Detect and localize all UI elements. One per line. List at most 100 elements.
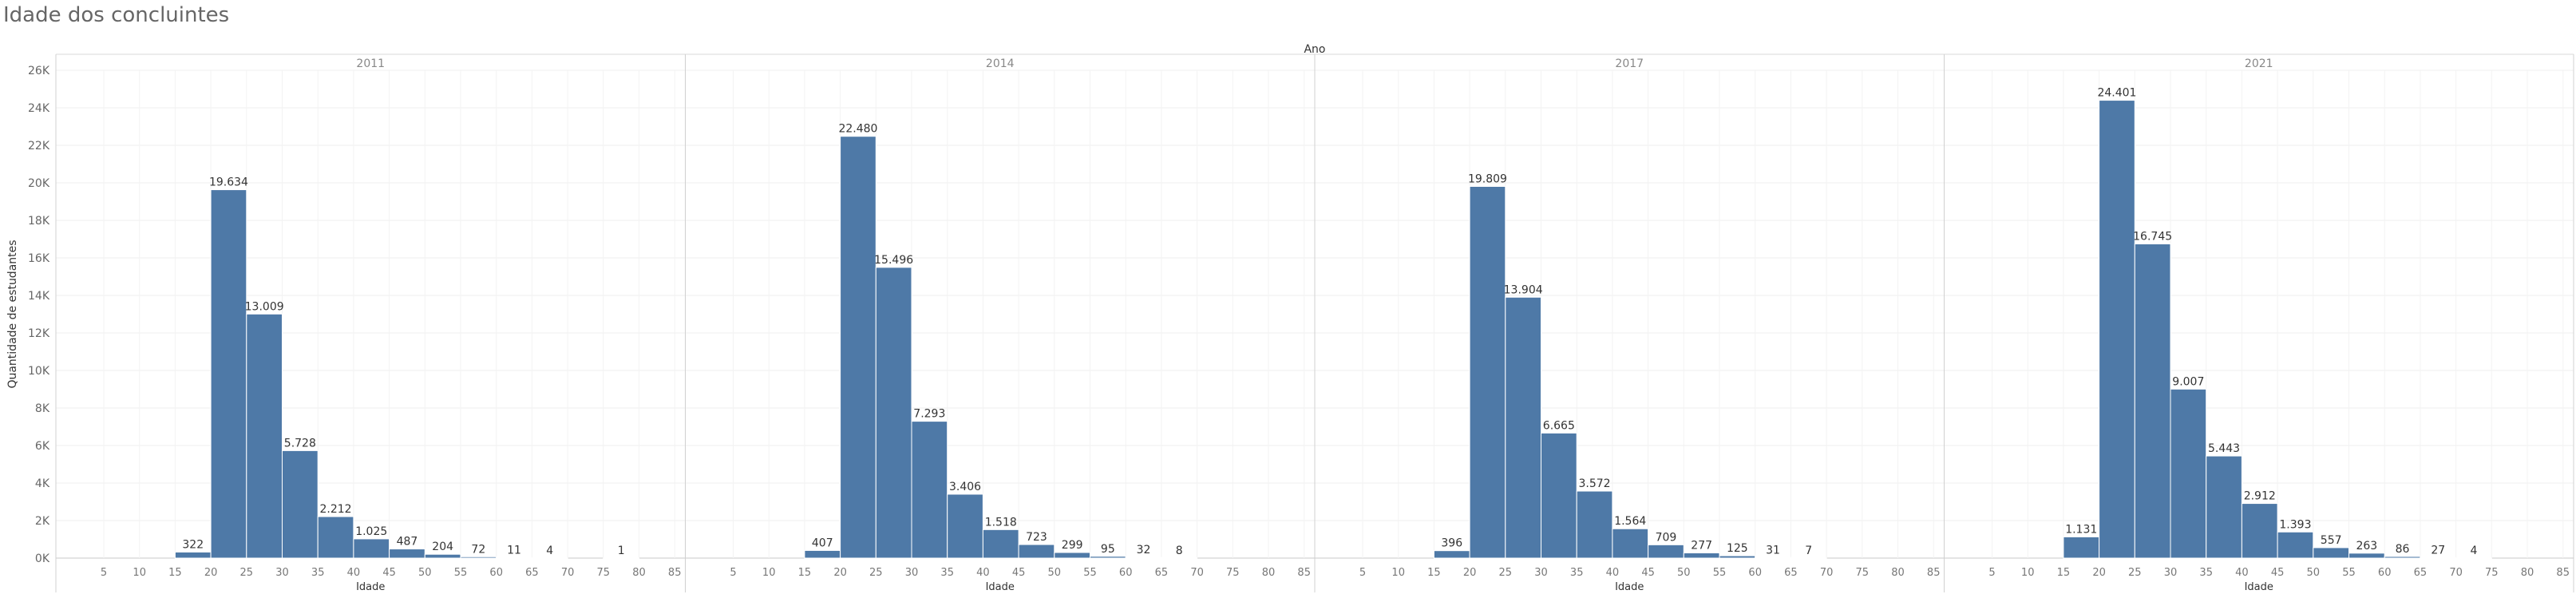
bar-value-label: 125 xyxy=(1727,542,1748,555)
x-tick-label: 10 xyxy=(762,567,776,579)
histogram-bar xyxy=(1541,432,1577,559)
x-tick-label: 15 xyxy=(1427,567,1441,579)
x-tick-label: 50 xyxy=(2307,567,2321,579)
x-tick-label: 40 xyxy=(347,567,361,579)
x-tick-label: 20 xyxy=(1463,567,1477,579)
x-tick-label: 80 xyxy=(1262,567,1276,579)
bar-value-label: 24.401 xyxy=(2097,87,2136,100)
bar-value-label: 4 xyxy=(2470,545,2477,557)
chart-title: Idade dos concluintes xyxy=(3,3,230,27)
x-tick-label: 15 xyxy=(2057,567,2071,579)
bar-value-label: 5.443 xyxy=(2208,442,2240,455)
bar-value-label: 95 xyxy=(1101,543,1115,556)
bar-value-label: 6.665 xyxy=(1543,419,1575,432)
bar-value-label: 2.212 xyxy=(320,503,352,516)
x-tick-label: 65 xyxy=(1784,567,1798,579)
y-tick-label: 8K xyxy=(35,402,50,415)
bar-value-label: 407 xyxy=(812,537,833,549)
x-tick-label: 60 xyxy=(2378,567,2392,579)
panel-year-label: 2011 xyxy=(356,57,385,70)
x-axis-title: Idade xyxy=(986,581,1015,593)
bar-value-label: 22.480 xyxy=(838,123,877,136)
x-tick-label: 25 xyxy=(2128,567,2142,579)
histogram-bar xyxy=(2241,503,2278,559)
x-tick-label: 15 xyxy=(168,567,182,579)
x-tick-label: 55 xyxy=(454,567,468,579)
histogram-bar xyxy=(2099,100,2135,559)
histogram-bar xyxy=(1505,296,1542,559)
bar-value-label: 11 xyxy=(507,545,521,557)
x-tick-label: 30 xyxy=(905,567,919,579)
bar-value-label: 1.518 xyxy=(985,516,1017,529)
x-tick-label: 45 xyxy=(1012,567,1026,579)
x-tick-label: 80 xyxy=(632,567,646,579)
histogram-bar xyxy=(1648,544,1684,559)
histogram-bar xyxy=(1469,185,1506,559)
x-tick-label: 40 xyxy=(976,567,990,579)
bar-value-label: 322 xyxy=(182,538,204,551)
bar-value-label: 31 xyxy=(1766,544,1780,556)
x-tick-label: 10 xyxy=(1391,567,1405,579)
x-tick-label: 80 xyxy=(2521,567,2534,579)
histogram-bar xyxy=(1433,550,1470,559)
histogram-bar xyxy=(317,516,354,559)
x-tick-label: 85 xyxy=(1297,567,1311,579)
bar-value-label: 13.009 xyxy=(245,300,284,313)
histogram-bar xyxy=(875,267,912,559)
bar-value-label: 299 xyxy=(1062,539,1083,552)
bar-value-label: 86 xyxy=(2396,543,2410,556)
y-tick-label: 16K xyxy=(28,252,50,265)
histogram-bar xyxy=(2063,536,2100,559)
bar-value-label: 1.393 xyxy=(2279,518,2311,531)
histogram-bar xyxy=(282,450,319,559)
x-tick-label: 55 xyxy=(1713,567,1727,579)
x-tick-label: 20 xyxy=(833,567,847,579)
y-tick-label: 26K xyxy=(28,65,50,77)
y-tick-label: 0K xyxy=(35,553,50,565)
histogram-bar xyxy=(911,421,948,559)
bar-value-label: 723 xyxy=(1026,531,1047,544)
bar-value-label: 13.904 xyxy=(1504,283,1543,296)
histogram-bar xyxy=(1683,552,1720,559)
x-tick-label: 75 xyxy=(597,567,611,579)
x-tick-label: 25 xyxy=(240,567,254,579)
histogram-bar xyxy=(174,551,212,559)
x-tick-label: 55 xyxy=(1083,567,1097,579)
x-tick-label: 20 xyxy=(2092,567,2106,579)
bar-value-label: 19.634 xyxy=(209,176,248,189)
y-axis-title: Quantidade de estudantes xyxy=(6,240,19,388)
panel-year-label: 2017 xyxy=(1615,57,1644,70)
x-tick-label: 70 xyxy=(1190,567,1204,579)
histogram-bar xyxy=(1054,552,1091,559)
bar-value-label: 72 xyxy=(471,543,485,556)
x-axis-title: Idade xyxy=(1615,581,1644,593)
bar-value-label: 557 xyxy=(2321,534,2342,547)
bar-value-label: 1 xyxy=(618,545,625,557)
x-tick-label: 65 xyxy=(1155,567,1169,579)
x-tick-label: 10 xyxy=(2021,567,2035,579)
x-tick-label: 50 xyxy=(1048,567,1062,579)
x-tick-label: 35 xyxy=(940,567,954,579)
histogram-bar xyxy=(804,549,841,559)
histogram-bar xyxy=(1125,556,1162,559)
histogram-bar xyxy=(947,493,983,559)
x-axis-title: Idade xyxy=(356,581,385,593)
x-tick-label: 45 xyxy=(1641,567,1655,579)
bar-value-label: 8 xyxy=(1176,545,1183,557)
bar-value-label: 2.912 xyxy=(2244,490,2276,503)
bar-value-label: 1.131 xyxy=(2065,523,2097,536)
histogram-bar xyxy=(460,556,497,559)
x-tick-label: 40 xyxy=(1606,567,1620,579)
histogram-bar xyxy=(840,136,876,559)
bar-value-label: 3.406 xyxy=(949,481,981,493)
panel-year-label: 2014 xyxy=(986,57,1015,70)
x-tick-label: 5 xyxy=(730,567,736,579)
x-tick-label: 75 xyxy=(1226,567,1240,579)
histogram-bar xyxy=(2170,388,2207,559)
x-tick-label: 20 xyxy=(204,567,218,579)
histogram-bar xyxy=(353,538,390,559)
histogram-bar xyxy=(424,553,461,559)
bar-value-label: 263 xyxy=(2356,540,2377,553)
bar-value-label: 1.025 xyxy=(355,525,387,538)
